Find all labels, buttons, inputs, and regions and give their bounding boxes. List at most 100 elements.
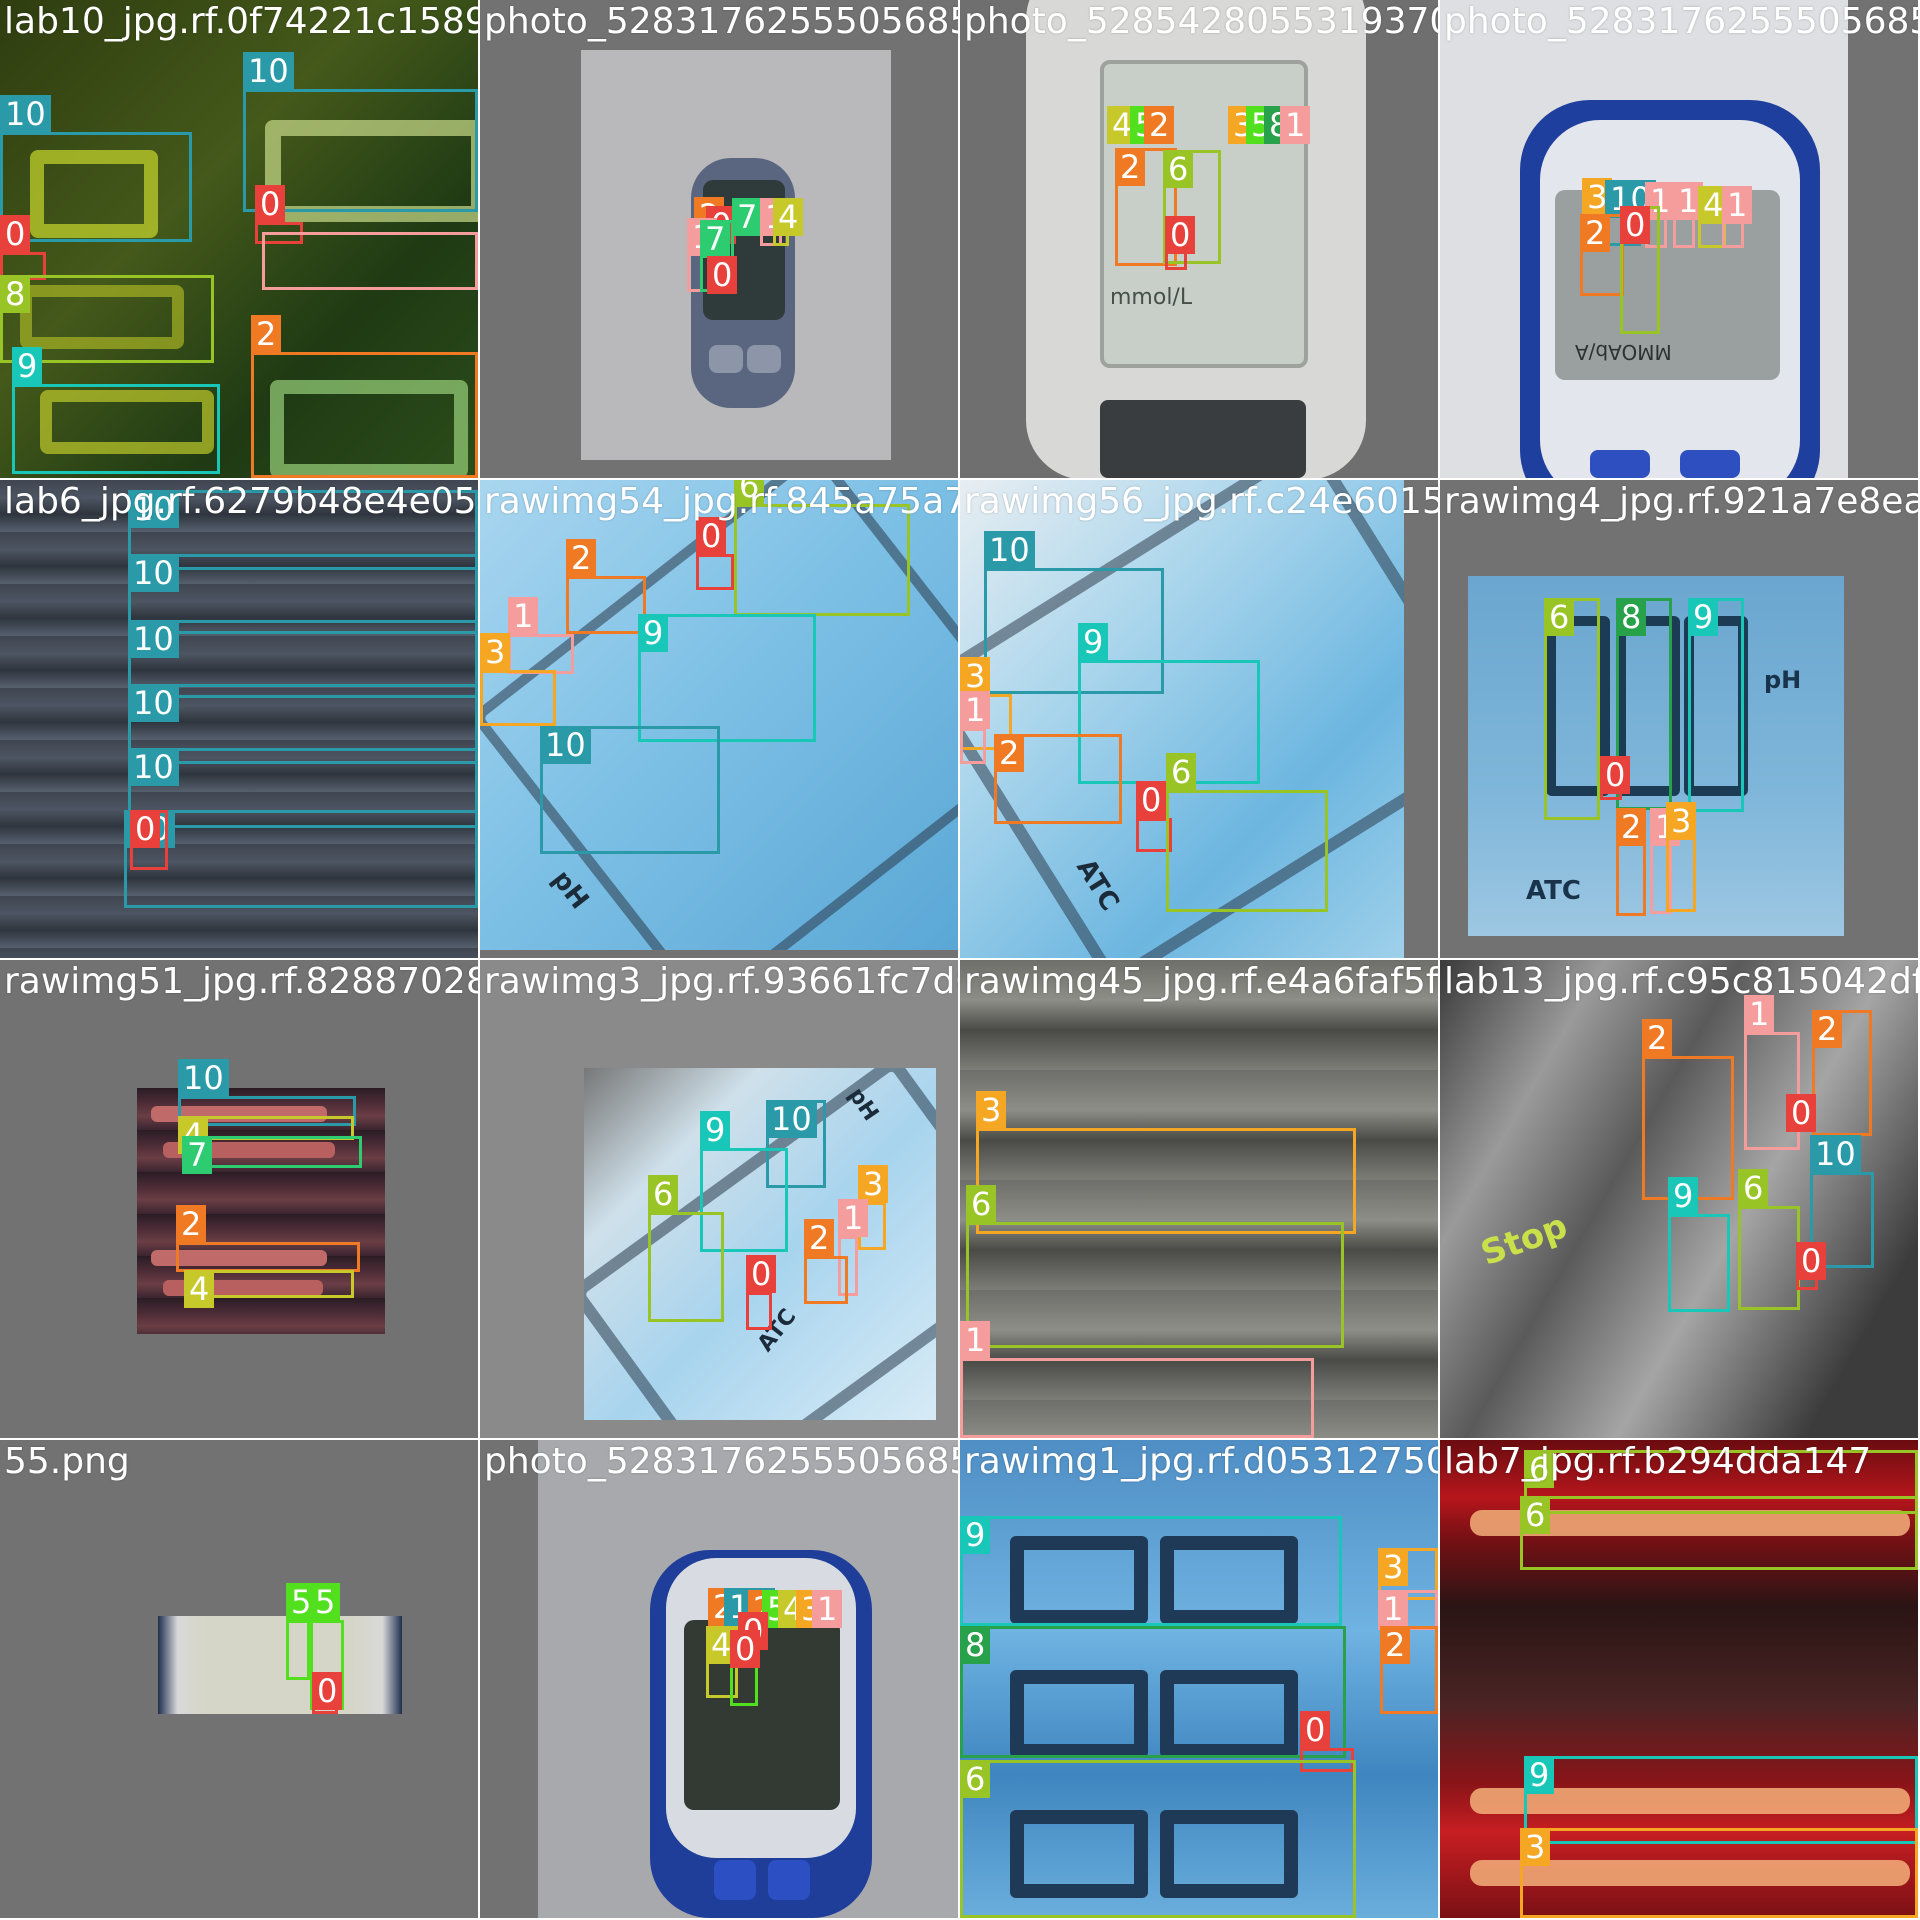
bbox-1: 1 — [1378, 1590, 1438, 1630]
bbox-6: 6 — [966, 1185, 1344, 1348]
bbox-label: 9 — [1524, 1756, 1555, 1794]
ph-label: pH — [545, 864, 595, 916]
bbox-label: 2 — [1812, 1010, 1843, 1048]
bbox-7: 7 — [182, 1136, 362, 1174]
bbox-4: 4 — [184, 1270, 354, 1308]
bbox-label: 1 — [812, 1590, 843, 1628]
bbox-label: 9 — [638, 614, 669, 652]
bbox-label: 9 — [700, 1111, 731, 1149]
bbox-label: 6 — [1520, 1496, 1551, 1534]
bbox-label: 10 — [984, 531, 1035, 569]
bbox-label: 0 — [312, 1672, 343, 1710]
bbox-label: 7 — [700, 220, 731, 258]
bbox-0: 0 — [1796, 1242, 1827, 1290]
bbox-4: 4 — [1107, 106, 1138, 144]
bbox-6: 6 — [1163, 150, 1221, 264]
bbox-9: 9 — [960, 1516, 1342, 1626]
bbox-3: 3 — [1582, 178, 1613, 216]
tile-rawimg1: rawimg1_jpg.rf.d05312750047 9 3 1 8 2 0 … — [960, 1440, 1438, 1918]
bbox-10: 10 — [128, 490, 478, 570]
tile-image: mmol/L — [960, 0, 1438, 478]
bbox-9: 9 — [1688, 598, 1744, 812]
bbox-2: 2 — [566, 539, 646, 634]
tile-image: pH — [480, 480, 958, 950]
tile-rawimg3: pH ATC rawimg3_jpg.rf.93661fc7d003 10 9 … — [480, 960, 958, 1438]
bbox-label: 6 — [1544, 598, 1575, 636]
bbox-0: 0 — [1620, 206, 1660, 334]
bbox-9: 9 — [1524, 1756, 1918, 1844]
bbox-label: 6 — [1163, 150, 1194, 188]
bbox-label: 0 — [730, 1630, 761, 1668]
bbox-label: 0 — [0, 215, 31, 253]
bbox-10: 10 — [766, 1100, 826, 1188]
bbox-label: 2 — [1616, 808, 1647, 846]
bbox-10: 10 — [1810, 1135, 1874, 1268]
tile-title: rawimg56_jpg.rf.c24e60153c3e — [964, 481, 1438, 522]
bbox-label: 1 — [960, 1321, 991, 1359]
bbox-0: 0 — [255, 185, 303, 244]
bbox-9: 9 — [638, 614, 816, 742]
bbox-5: 5 — [286, 1583, 317, 1680]
bbox-0: 0 — [1786, 1094, 1817, 1132]
tile-bluemeter-1: MMOAb/A photo_5283176255505685519_y.jpg … — [1440, 0, 1918, 478]
bbox-label: 0 — [1300, 1711, 1331, 1749]
bbox-label: 9 — [1688, 598, 1719, 636]
bbox-1: 1 — [960, 691, 991, 764]
bbox-label: 1 — [1722, 186, 1753, 224]
bbox-label: 6 — [1524, 1450, 1555, 1488]
bbox-label: 1 — [960, 691, 991, 729]
tile-title: lab6_jpg.rf.6279b48e4e05c2 — [4, 481, 478, 522]
tile-image — [1440, 1440, 1918, 1918]
bbox-label: 10 — [128, 490, 179, 528]
bbox-label: 2 — [1115, 148, 1146, 186]
bbox-label: 4 — [773, 198, 804, 236]
stop-label: Stop — [1475, 1206, 1573, 1274]
bbox-5: 5 — [1246, 106, 1277, 144]
tile-image — [0, 480, 478, 958]
bbox-10: 10 — [178, 1059, 356, 1126]
tile-title: photo_5283176255505685521_y.jpg — [484, 1441, 958, 1482]
bbox-9: 9 — [12, 347, 220, 474]
tile-rawimg45: rawimg45_jpg.rf.e4a6faf5f49f26 3 6 1 — [960, 960, 1438, 1438]
bbox-10: 10 — [984, 531, 1164, 694]
bbox-10: 10 — [128, 554, 478, 634]
bbox-label: 0 — [696, 517, 727, 555]
tile-bluemeter-2: photo_5283176255505685521_y.jpg 2 10 2 5… — [480, 1440, 958, 1918]
bbox-label: 2 — [1642, 1019, 1673, 1057]
bbox-label: 6 — [960, 1760, 991, 1798]
bbox-3: 3 — [1378, 1548, 1438, 1600]
bbox-label: 8 — [960, 1626, 991, 1664]
bbox-0: 0 — [1600, 756, 1631, 800]
bbox-label: 0 — [1136, 781, 1167, 819]
tile-image — [960, 1440, 1438, 1918]
bbox-2: 2 — [1642, 1019, 1734, 1200]
bbox-label: 10 — [540, 726, 591, 764]
bbox-1: 1 — [1280, 106, 1311, 144]
bbox-label: 2 — [804, 1219, 835, 1257]
bbox-label: 6 — [1166, 753, 1197, 791]
bbox-label: 3 — [1666, 802, 1697, 840]
bbox-label: 3 — [960, 657, 991, 695]
bbox-0: 0 — [130, 810, 168, 870]
tile-image — [158, 1616, 402, 1714]
bbox-1: 1 — [1673, 182, 1704, 248]
tile-title: lab7_jpg.rf.b294dda147 — [1444, 1441, 1872, 1482]
bbox-0: 0 — [707, 256, 738, 294]
bbox-label: 0 — [1620, 206, 1651, 244]
tile-title: rawimg3_jpg.rf.93661fc7d003 — [484, 961, 958, 1002]
bbox-0: 0 — [312, 1672, 343, 1714]
bbox-1: 1 — [508, 597, 574, 674]
bbox-6: 6 — [648, 1175, 724, 1322]
tile-title: lab13_jpg.rf.c95c815042df7a — [1444, 961, 1918, 1002]
bbox-6: 6 — [1738, 1169, 1800, 1310]
bbox-label: 2 — [251, 315, 282, 353]
bbox-label: 10 — [178, 1059, 229, 1097]
bbox-label: 9 — [960, 1516, 991, 1554]
bbox-7: 7 — [732, 198, 763, 236]
unit-label: MMOAb/A — [1575, 340, 1672, 364]
bbox-10: 10 — [540, 726, 720, 854]
tile-title: rawimg54_jpg.rf.845a75a78d — [484, 481, 958, 522]
bbox-2: 2 — [1380, 1626, 1438, 1714]
bbox-10: 10 — [128, 620, 478, 698]
